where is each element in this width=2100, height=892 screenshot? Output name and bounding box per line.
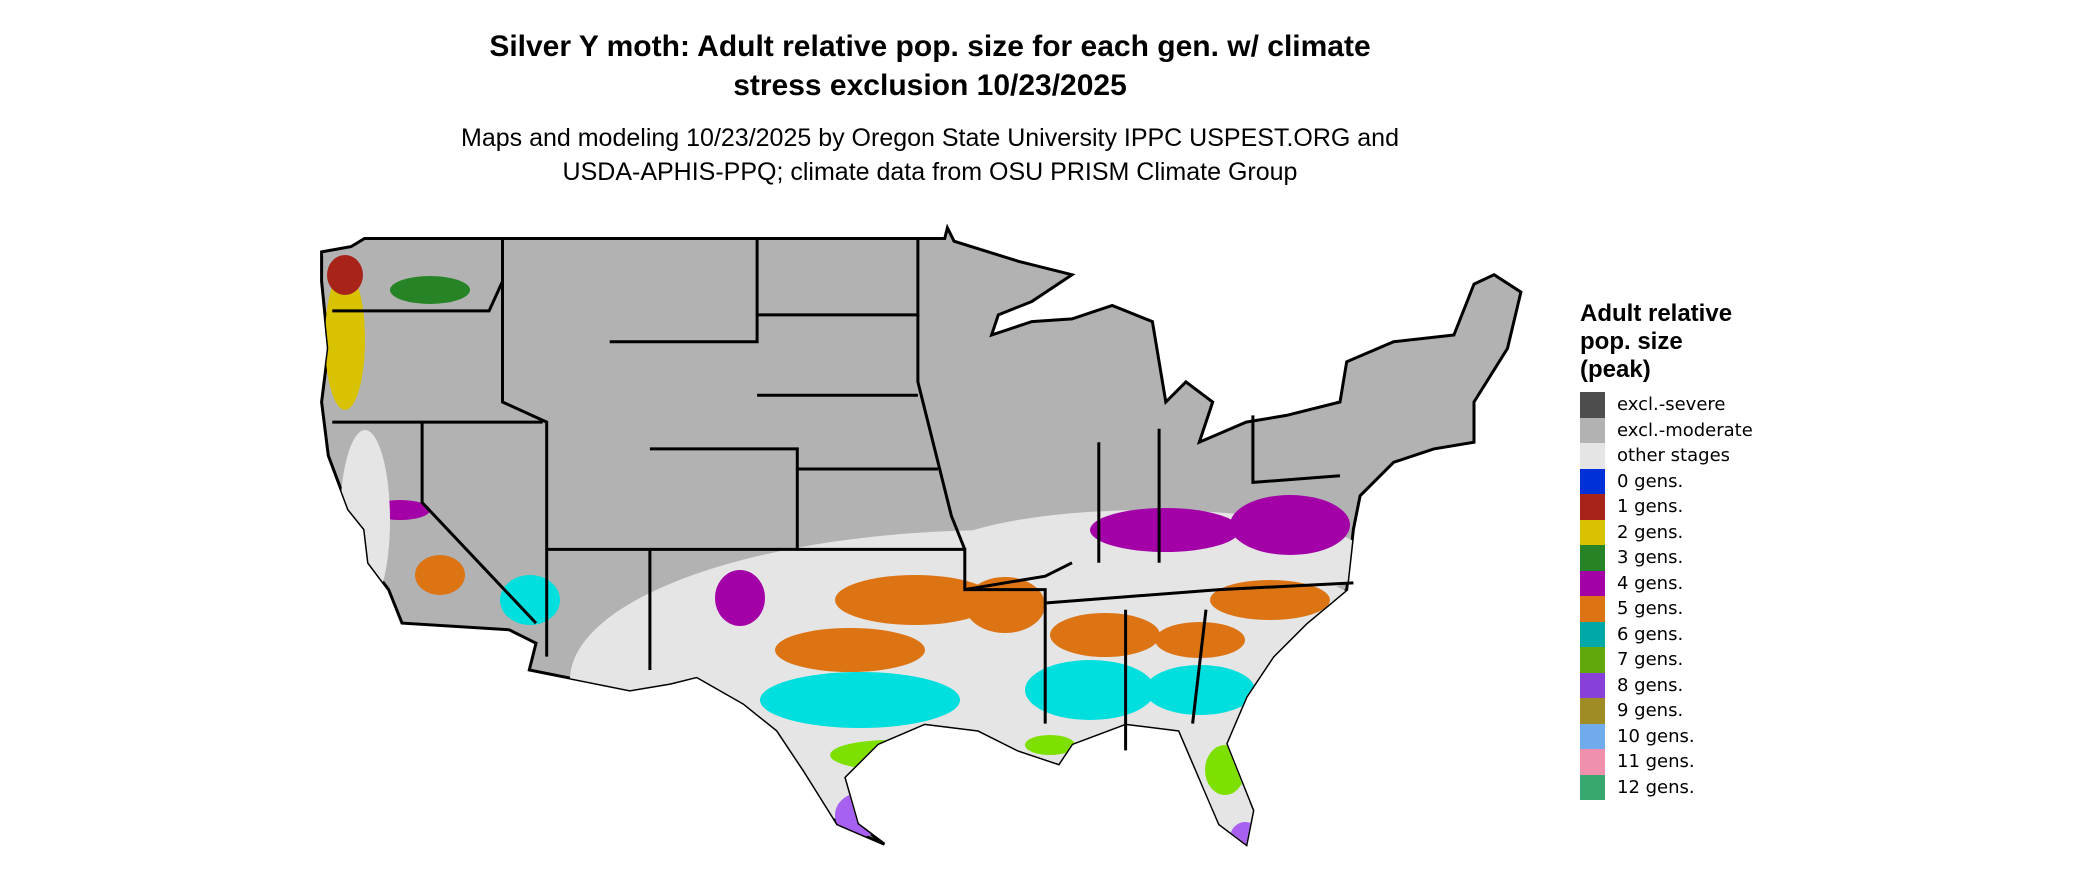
legend-title-line: Adult relative [1580,300,1733,327]
legend-items: excl.-severe excl.-moderate other stages 0 … [1580,392,1753,800]
legend-label: 6 gens. [1617,623,1684,645]
zone-8-gens [1230,822,1260,845]
state-boundaries [332,238,1354,751]
legend-item: 11 gens. [1580,749,1753,775]
legend-title-line: pop. size [1580,328,1683,355]
map-title-line-1: Silver Y moth: Adult relative pop. size … [489,30,1371,63]
legend-swatch [1580,749,1605,775]
legend-item: 12 gens. [1580,774,1753,800]
legend: Adult relative pop. size (peak) excl.-se… [1580,300,1753,800]
state-boundary [916,314,967,550]
map-subtitle-line-2: USDA-APHIS-PPQ; climate data from OSU PR… [562,158,1298,186]
legend-label: 7 gens. [1617,649,1684,671]
legend-swatch [1580,519,1605,545]
zone-5-gens [775,628,925,672]
legend-label: 5 gens. [1617,598,1684,620]
legend-swatch [1580,468,1605,494]
legend-label: 4 gens. [1617,572,1684,594]
legend-item: 9 gens. [1580,698,1753,724]
zone-2-gens [325,270,365,410]
zone-3-gens [390,276,470,304]
legend-item: 7 gens. [1580,647,1753,673]
legend-item: 10 gens. [1580,723,1753,749]
zone-4-gens [1230,495,1350,555]
legend-title-line: (peak) [1580,356,1651,383]
legend-swatch [1580,621,1605,647]
zone-4-gens [715,570,765,626]
legend-label: other stages [1617,445,1731,467]
legend-item: 4 gens. [1580,570,1753,596]
legend-item: 1 gens. [1580,494,1753,520]
state-boundary [332,280,504,313]
zone-6-gens [1025,660,1155,720]
state-boundary [609,238,759,344]
zone-6-gens [1145,665,1255,715]
legend-label: 0 gens. [1617,470,1684,492]
map-title: Silver Y moth: Adult relative pop. size … [330,27,1530,105]
legend-label: 9 gens. [1617,700,1684,722]
legend-label: 8 gens. [1617,674,1684,696]
legend-label: 3 gens. [1617,547,1684,569]
legend-label: 11 gens. [1617,751,1695,773]
state-boundary [649,447,799,551]
legend-swatch [1580,723,1605,749]
state-boundary [1191,609,1208,724]
state-boundary [1251,415,1341,485]
legend-item: 3 gens. [1580,545,1753,571]
legend-title: Adult relative pop. size (peak) [1580,300,1753,384]
zone-8-gens [835,793,885,837]
legend-item: 6 gens. [1580,621,1753,647]
map-title-line-2: stress exclusion 10/23/2025 [733,69,1127,102]
map-subtitle-line-1: Maps and modeling 10/23/2025 by Oregon S… [461,124,1399,152]
legend-swatch [1580,545,1605,571]
map-subtitle: Maps and modeling 10/23/2025 by Oregon S… [330,121,1530,189]
legend-item: excl.-moderate [1580,417,1753,443]
legend-label: excl.-moderate [1617,419,1753,441]
state-boundary [501,238,549,657]
zone-5-gens [415,555,465,595]
zone-4-gens [1090,508,1240,552]
legend-swatch [1580,672,1605,698]
legend-swatch [1580,698,1605,724]
legend-swatch [1580,774,1605,800]
zone-7-gens [830,740,950,770]
zone-6-gens [500,575,560,625]
legend-label: 1 gens. [1617,496,1684,518]
legend-label: 10 gens. [1617,725,1695,747]
zone-5-gens [1155,622,1245,658]
legend-label: excl.-severe [1617,394,1726,416]
legend-swatch [1580,570,1605,596]
zone-5-gens [835,575,995,625]
zone-5-gens [965,577,1045,633]
legend-label: 12 gens. [1617,776,1695,798]
legend-swatch [1580,392,1605,418]
legend-swatch [1580,596,1605,622]
zone-6-gens [760,672,960,728]
legend-item: 2 gens. [1580,519,1753,545]
zone-7-gens [1205,745,1245,795]
legend-swatch [1580,443,1605,469]
zone-1-gens [327,255,363,295]
legend-item: 0 gens. [1580,468,1753,494]
legend-swatch [1580,647,1605,673]
legend-item: other stages [1580,443,1753,469]
legend-swatch [1580,494,1605,520]
legend-item: 5 gens. [1580,596,1753,622]
state-boundary [420,422,538,625]
state-boundary [964,588,1047,724]
zone-7-gens [1025,735,1075,755]
legend-label: 2 gens. [1617,521,1684,543]
legend-item: 8 gens. [1580,672,1753,698]
zone-5-gens [1050,613,1160,657]
legend-swatch [1580,417,1605,443]
legend-item: excl.-severe [1580,392,1753,418]
state-boundary [1045,581,1354,605]
